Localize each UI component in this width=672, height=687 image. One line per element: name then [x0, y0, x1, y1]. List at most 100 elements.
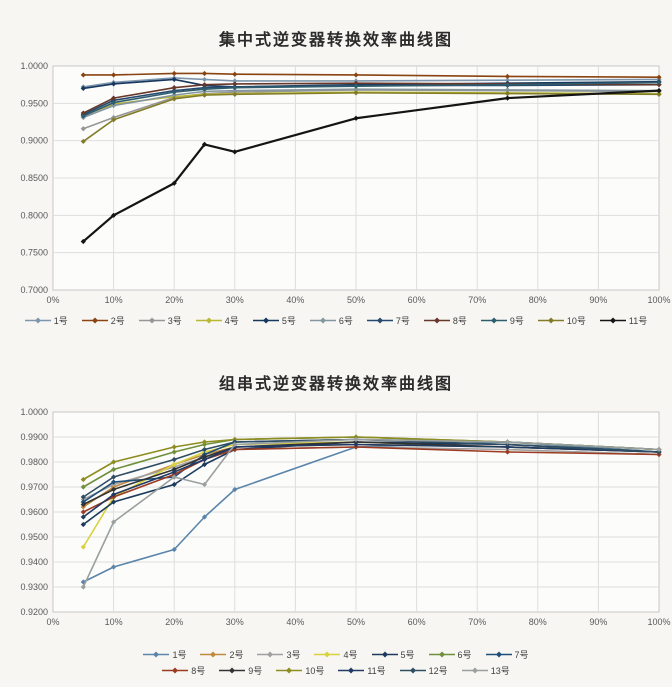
- legend-item-label: 9号: [509, 316, 524, 326]
- centralized-inverter-plot-area: 1.0000 0.9500 0.9000 0.8500 0.8000 0.7500 0.70…: [20, 61, 670, 305]
- legend-item-9: 9号: [480, 314, 524, 327]
- series-marker-icon: [338, 667, 365, 674]
- legend-item-13: 13号: [461, 664, 510, 677]
- legend-item-2: 2号: [81, 314, 125, 327]
- legend-item-label: 5号: [281, 316, 296, 326]
- legend-item-label: 1号: [53, 316, 68, 326]
- series-marker-icon: [138, 317, 165, 324]
- legend-item-3: 3号: [257, 648, 300, 661]
- series-marker-icon: [162, 667, 189, 674]
- series-marker-icon: [485, 651, 512, 658]
- legend-item-label: 5号: [400, 650, 415, 660]
- legend-item-1: 1号: [143, 648, 186, 661]
- legend-item-label: 11号: [367, 666, 386, 676]
- legend-item-label: 3号: [167, 316, 182, 326]
- legend-item-2: 2号: [200, 648, 243, 661]
- legend-item-label: 4号: [343, 650, 358, 660]
- x-tick-label: 40%: [286, 295, 304, 305]
- legend-item-label: 6号: [338, 316, 353, 326]
- x-tick-label: 20%: [165, 295, 183, 305]
- string-inverter-chart-title: 组串式逆变器转换效率曲线图: [218, 376, 453, 393]
- series-marker-icon: [143, 651, 170, 658]
- x-tick-label: 30%: [226, 295, 244, 305]
- y-tick-label: 0.8500: [20, 173, 48, 183]
- series-line-8: [82, 446, 660, 513]
- string-inverter-legend: 1号 2号 3号 4号 5号 6号 7号 8号 9号 10号 11号 12号 13号: [0, 648, 672, 677]
- x-tick-label: 100%: [647, 617, 670, 627]
- series-line-11: [82, 89, 661, 243]
- x-tick-label: 80%: [529, 617, 547, 627]
- x-tick-label: 0%: [46, 617, 59, 627]
- x-tick-label: 0%: [46, 295, 59, 305]
- x-tick-label: 10%: [105, 295, 123, 305]
- series-marker-icon: [24, 317, 51, 324]
- x-tick-label: 50%: [347, 617, 365, 627]
- legend-item-label: 4号: [224, 316, 239, 326]
- y-tick-label: 1.0000: [20, 61, 48, 71]
- y-tick-label: 0.9900: [20, 432, 48, 442]
- legend-item-label: 8号: [191, 666, 206, 676]
- series-markers-13: [80, 436, 662, 590]
- legend-row: 1号 2号 3号 4号 5号 6号 7号 8号 9号 10号 11号: [24, 314, 648, 327]
- legend-item-4: 4号: [314, 648, 358, 661]
- y-tick-label: 0.9800: [20, 457, 48, 467]
- series-line-11: [82, 443, 660, 518]
- legend-row: 1号 2号 3号 4号 5号 6号 7号: [143, 648, 529, 661]
- legend-item-label: 7号: [514, 650, 529, 660]
- series-markers-10: [80, 90, 662, 145]
- legend-item-8: 8号: [423, 314, 467, 327]
- legend-item-1: 1号: [24, 314, 68, 327]
- y-tick-label: 0.9000: [20, 136, 48, 146]
- x-tick-label: 30%: [226, 617, 244, 627]
- x-tick-label: 60%: [408, 617, 426, 627]
- y-tick-label: 0.9300: [20, 582, 48, 592]
- legend-item-label: 11号: [628, 316, 648, 326]
- legend-item-11: 11号: [599, 314, 648, 327]
- series-marker-icon: [81, 317, 108, 324]
- legend-row: 8号 9号 10号 11号 12号 13号: [162, 664, 510, 677]
- series-marker-icon: [480, 317, 507, 324]
- series-line-6: [82, 88, 660, 119]
- series-marker-icon: [252, 317, 279, 324]
- y-tick-label: 0.9600: [20, 507, 48, 517]
- legend-item-4: 4号: [195, 314, 239, 327]
- y-tick-label: 0.9500: [20, 98, 48, 108]
- x-tick-label: 50%: [347, 295, 365, 305]
- legend-item-8: 8号: [162, 664, 205, 677]
- y-tick-label: 0.9500: [20, 532, 48, 542]
- series-marker-icon: [195, 317, 222, 324]
- string-inverter-plot-area: 1.0000 0.9900 0.9800 0.9700 0.9600 0.9500 0.94…: [20, 407, 670, 627]
- legend-item-10: 10号: [537, 314, 586, 327]
- legend-item-5: 5号: [252, 314, 296, 327]
- series-markers-9: [80, 79, 662, 119]
- x-tick-label: 40%: [286, 617, 304, 627]
- legend-item-10: 10号: [276, 664, 324, 677]
- legend-item-label: 10号: [566, 316, 586, 326]
- series-marker-icon: [537, 317, 564, 324]
- legend-item-label: 2号: [229, 650, 244, 660]
- legend-item-11: 11号: [338, 664, 386, 677]
- y-tick-label: 0.7500: [20, 248, 48, 258]
- legend-item-6: 6号: [428, 648, 472, 661]
- legend-item-label: 13号: [490, 666, 510, 676]
- legend-item-label: 12号: [428, 666, 448, 676]
- series-line-1: [82, 77, 660, 88]
- x-tick-label: 60%: [408, 295, 426, 305]
- series-marker-icon: [314, 651, 341, 658]
- legend-item-label: 6号: [457, 650, 472, 660]
- legend-item-label: 3号: [286, 650, 301, 660]
- series-line-13: [82, 438, 660, 588]
- y-tick-label: 0.9200: [20, 607, 48, 617]
- series-marker-icon: [371, 651, 398, 658]
- series-marker-icon: [428, 651, 455, 658]
- x-tick-label: 80%: [529, 295, 547, 305]
- legend-item-label: 7号: [395, 316, 410, 326]
- series-marker-icon: [219, 667, 246, 674]
- series-marker-icon: [461, 667, 488, 674]
- y-tick-label: 0.8000: [20, 210, 48, 220]
- series-marker-icon: [423, 317, 450, 324]
- y-tick-label: 1.0000: [20, 407, 48, 417]
- x-tick-label: 90%: [589, 295, 607, 305]
- legend-item-label: 8号: [452, 316, 467, 326]
- x-tick-label: 20%: [165, 617, 183, 627]
